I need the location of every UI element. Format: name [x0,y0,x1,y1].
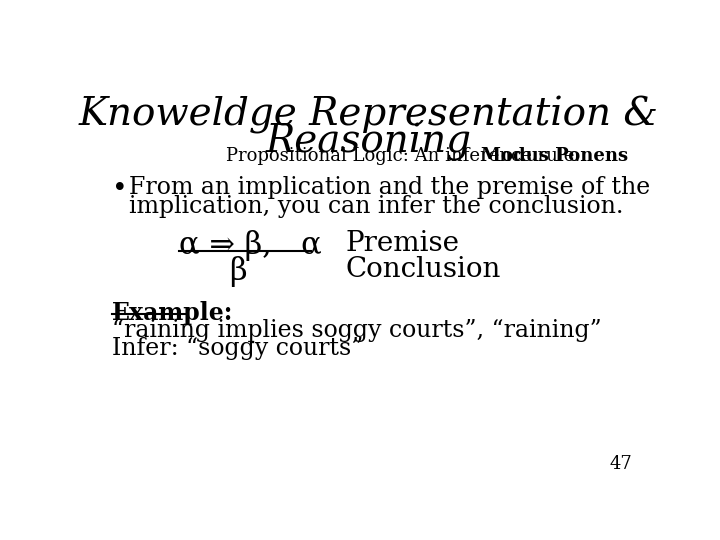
Text: Propositional Logic: An inference rule:: Propositional Logic: An inference rule: [225,147,592,165]
Text: “raining implies soggy courts”, “raining”: “raining implies soggy courts”, “raining… [112,319,601,342]
Text: Example:: Example: [112,301,233,325]
Text: Premise: Premise [346,231,460,258]
Text: •: • [112,177,127,201]
Text: 47: 47 [610,455,632,473]
Text: Infer: “soggy courts”: Infer: “soggy courts” [112,338,363,360]
Text: β: β [230,256,247,287]
Text: α ⇒ β,   α: α ⇒ β, α [179,231,322,261]
Text: Conclusion: Conclusion [346,256,501,283]
Text: From an implication and the premise of the: From an implication and the premise of t… [129,177,650,199]
Text: Modus Ponens: Modus Ponens [482,147,629,165]
Text: Reasoning: Reasoning [266,123,472,160]
Text: implication, you can infer the conclusion.: implication, you can infer the conclusio… [129,195,624,218]
Text: Knoweldge Representation &: Knoweldge Representation & [79,96,659,133]
